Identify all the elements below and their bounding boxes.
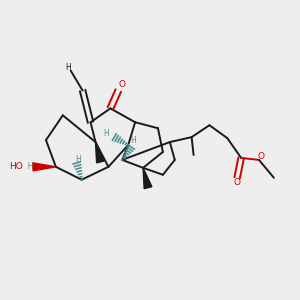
Polygon shape [95,142,104,163]
Text: O: O [234,178,241,187]
Text: H: H [130,136,136,145]
Text: HO: HO [9,162,23,171]
Text: H: H [103,129,109,138]
Text: H: H [23,162,34,171]
Text: H: H [75,155,81,164]
Text: O: O [257,152,265,161]
Polygon shape [33,163,56,171]
Polygon shape [143,168,152,189]
Text: O: O [119,80,126,89]
Text: H: H [65,63,70,72]
